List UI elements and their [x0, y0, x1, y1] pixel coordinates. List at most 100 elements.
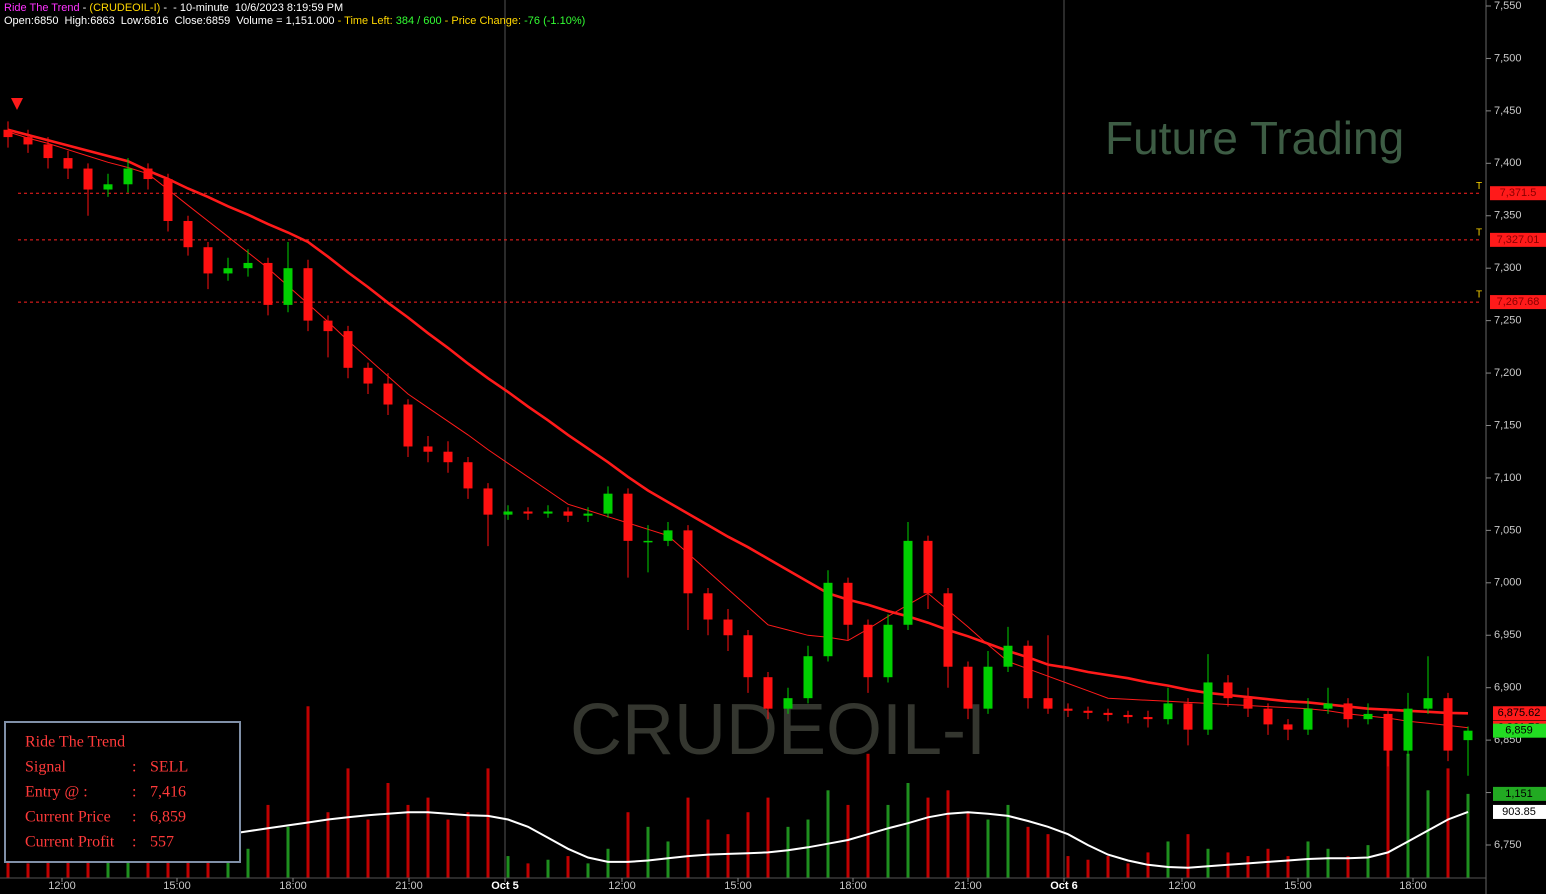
candle-body: [1463, 730, 1473, 741]
info-separator: :: [132, 809, 136, 826]
volume-bar: [886, 804, 890, 878]
y-tick-label: 6,750: [1494, 839, 1522, 851]
candle-body: [563, 511, 573, 516]
brand-watermark: Future Trading: [1105, 112, 1404, 164]
header-part: Ride The Trend: [4, 2, 80, 14]
price-tag: [1493, 706, 1546, 721]
volume-bar: [1106, 856, 1110, 878]
sell-signal-arrow: [11, 98, 23, 110]
candle-body: [43, 144, 53, 159]
price-tag-label: 6,875.62: [1498, 707, 1541, 719]
candle-body: [1003, 645, 1013, 667]
volume-bar: [386, 783, 390, 878]
candle-body: [1423, 698, 1433, 709]
volume-bar: [1186, 834, 1190, 878]
level-marker: T: [1476, 290, 1482, 301]
candle-body: [1323, 703, 1333, 709]
x-tick-label: Oct 6: [1050, 880, 1078, 892]
candle-body: [1383, 713, 1393, 751]
candle-body: [23, 137, 33, 145]
candle-body: [1443, 698, 1453, 751]
volume-bar: [1286, 856, 1290, 878]
candle-body: [263, 262, 273, 305]
y-tick-label: 7,200: [1494, 367, 1522, 379]
volume-bar: [546, 859, 550, 878]
volume-bar: [1326, 848, 1330, 878]
candle-body: [823, 582, 833, 657]
y-tick-label: 7,250: [1494, 315, 1522, 327]
volume-bar: [666, 841, 670, 878]
volume-bar: [906, 783, 910, 878]
x-tick-label: 12:00: [1168, 880, 1196, 892]
header-part: -76 (-1.10%): [524, 15, 585, 27]
volume-bar: [1446, 768, 1450, 878]
volume-bar: [766, 797, 770, 878]
volume-bar: [126, 859, 130, 878]
volume-bar: [246, 848, 250, 878]
x-tick-label: 15:00: [724, 880, 752, 892]
candle-body: [323, 320, 333, 332]
volume-bar: [646, 826, 650, 878]
candle-body: [1023, 645, 1033, 699]
candle-body: [743, 635, 753, 678]
candle-body: [383, 383, 393, 405]
volume-bar: [926, 797, 930, 878]
candle-body: [1103, 712, 1113, 715]
candle-body: [223, 268, 233, 274]
volume-bar: [1246, 856, 1250, 878]
candle-body: [163, 179, 173, 221]
info-label: Current Profit: [25, 834, 115, 851]
candle-body: [443, 451, 453, 463]
volume-bar: [86, 848, 90, 878]
level-tag: [1490, 295, 1546, 310]
x-tick-label: 21:00: [395, 880, 423, 892]
candle-body: [1043, 698, 1053, 709]
info-label: Current Price: [25, 809, 111, 826]
info-label: Entry @ :: [25, 784, 88, 801]
price-tag-label: 6,859: [1505, 725, 1533, 737]
info-box: [4, 721, 241, 863]
candle-body: [483, 488, 493, 515]
volume-bar: [1366, 845, 1370, 878]
volume-bar: [1206, 848, 1210, 878]
candle-body: [1203, 682, 1213, 730]
header-line: Ride The Trend - (CRUDEOIL-I) - - 10-min…: [4, 2, 343, 14]
x-tick-label: 18:00: [839, 880, 867, 892]
candle-body: [63, 158, 73, 169]
volume-bar: [1406, 753, 1410, 878]
y-tick-label: 7,550: [1494, 0, 1522, 12]
candle-body: [663, 530, 673, 541]
candle-body: [1223, 682, 1233, 699]
candle-body: [583, 513, 593, 516]
volume-bar: [786, 826, 790, 878]
volume-bar: [806, 819, 810, 878]
volume-bar: [966, 812, 970, 878]
candle-body: [843, 582, 853, 625]
candle-body: [1243, 698, 1253, 709]
candle-body: [523, 511, 533, 514]
volume-bar: [986, 819, 990, 878]
header-line: Open:6850 High:6863 Low:6816 Close:6859 …: [4, 15, 585, 27]
volume-bar: [586, 863, 590, 878]
candle-body: [1143, 717, 1153, 720]
volume-bar: [866, 753, 870, 878]
level-marker: T: [1476, 228, 1482, 239]
volume-bar: [1386, 739, 1390, 878]
candle-body: [1303, 708, 1313, 730]
candle-body: [723, 619, 733, 636]
volume-bar: [946, 790, 950, 878]
candle-body: [1363, 713, 1373, 720]
volume-bar: [446, 819, 450, 878]
candle-body: [983, 666, 993, 709]
volume-bar: [746, 812, 750, 878]
x-tick-label: 12:00: [608, 880, 636, 892]
price-tag-label: 1,151: [1505, 788, 1533, 800]
candle-body: [783, 698, 793, 709]
candle-body: [1283, 724, 1293, 730]
ema-fast-line: [7, 131, 1469, 729]
candle-body: [283, 268, 293, 305]
info-separator: :: [132, 784, 136, 801]
volume-bar: [1006, 804, 1010, 878]
